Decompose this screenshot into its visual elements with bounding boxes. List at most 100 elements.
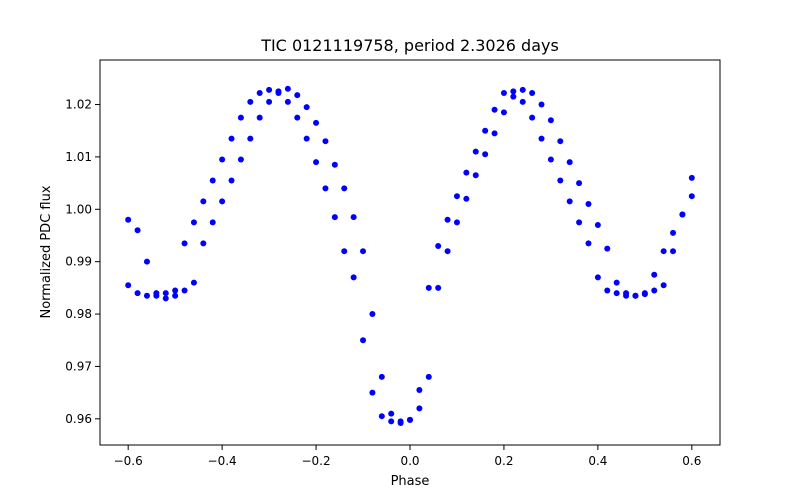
data-point xyxy=(266,98,273,105)
x-tick-label: 0.4 xyxy=(588,454,607,468)
x-tick-label: −0.6 xyxy=(114,454,143,468)
data-point xyxy=(284,98,291,105)
data-point xyxy=(538,101,545,108)
data-points xyxy=(125,85,695,426)
data-point xyxy=(510,93,517,100)
x-tick-label: 0.0 xyxy=(400,454,419,468)
data-point xyxy=(341,185,348,192)
data-point xyxy=(585,201,592,208)
data-point xyxy=(369,311,376,318)
data-point xyxy=(407,416,413,423)
x-tick-label: −0.2 xyxy=(301,454,330,468)
y-tick-label: 0.99 xyxy=(65,255,92,269)
data-point xyxy=(453,219,460,226)
data-point xyxy=(594,222,601,228)
data-point xyxy=(463,195,470,202)
data-point xyxy=(228,135,235,142)
data-point xyxy=(247,98,254,105)
data-point xyxy=(256,90,263,96)
data-point xyxy=(670,248,677,255)
data-point xyxy=(425,284,432,291)
data-point xyxy=(576,180,583,187)
data-point xyxy=(294,92,301,99)
data-point xyxy=(538,135,545,142)
data-point xyxy=(529,114,536,121)
data-point xyxy=(510,88,517,95)
data-point xyxy=(313,159,320,166)
data-point xyxy=(350,274,357,281)
data-point xyxy=(594,274,601,281)
data-point xyxy=(670,229,677,236)
data-point xyxy=(360,248,367,255)
data-point xyxy=(547,156,554,163)
data-point xyxy=(237,156,244,163)
data-point xyxy=(604,245,611,252)
data-point xyxy=(256,114,263,121)
data-point xyxy=(388,410,395,417)
data-point xyxy=(153,290,160,297)
data-point xyxy=(219,156,226,163)
data-point xyxy=(322,185,329,192)
data-point xyxy=(350,214,357,221)
data-point xyxy=(688,174,695,181)
data-point xyxy=(444,216,451,223)
data-point xyxy=(632,292,639,299)
data-point xyxy=(378,373,385,380)
data-point xyxy=(529,90,536,96)
chart-title: TIC 0121119758, period 2.3026 days xyxy=(260,36,559,55)
data-point xyxy=(200,240,207,247)
data-point xyxy=(566,198,573,205)
data-point xyxy=(331,161,338,168)
data-point xyxy=(134,290,141,297)
data-point xyxy=(566,159,573,166)
data-point xyxy=(519,98,526,105)
data-point xyxy=(322,138,329,145)
data-point xyxy=(181,287,188,294)
y-axis-ticks: 0.96 0.97 0.98 0.99 1.00 1.01 1.02 xyxy=(65,98,100,426)
data-point xyxy=(660,248,667,255)
data-point xyxy=(547,117,554,124)
data-point xyxy=(190,219,197,226)
y-tick-label: 0.97 xyxy=(65,359,92,373)
data-point xyxy=(360,337,367,344)
data-point xyxy=(463,169,470,176)
data-point xyxy=(435,284,442,291)
data-point xyxy=(500,90,507,96)
x-axis-ticks: −0.6 −0.4 −0.2 0.0 0.2 0.4 0.6 xyxy=(114,445,701,468)
data-point xyxy=(303,135,310,142)
data-point xyxy=(266,86,273,93)
data-point xyxy=(209,177,216,184)
data-point xyxy=(162,290,169,297)
data-point xyxy=(416,387,423,393)
data-point xyxy=(181,240,188,247)
data-point xyxy=(557,138,564,145)
data-point xyxy=(162,295,169,302)
data-point xyxy=(200,198,207,205)
data-point xyxy=(143,258,150,265)
data-point xyxy=(472,148,479,155)
data-point xyxy=(134,227,141,234)
data-point xyxy=(294,114,301,121)
data-point xyxy=(491,106,498,113)
data-point xyxy=(688,193,695,200)
data-point xyxy=(303,104,310,111)
data-point xyxy=(557,177,564,184)
data-point xyxy=(172,292,179,299)
data-point xyxy=(125,216,132,223)
data-point xyxy=(679,211,686,218)
data-point xyxy=(491,130,498,137)
y-axis-label: Normalized PDC flux xyxy=(39,185,54,318)
data-point xyxy=(219,198,226,205)
data-point xyxy=(660,282,667,289)
data-point xyxy=(585,240,592,247)
y-tick-label: 1.00 xyxy=(65,202,92,216)
data-point xyxy=(453,193,460,200)
data-point xyxy=(313,119,320,126)
data-point xyxy=(472,172,479,179)
data-point xyxy=(416,405,423,412)
data-point xyxy=(369,389,376,396)
data-point xyxy=(237,114,244,121)
